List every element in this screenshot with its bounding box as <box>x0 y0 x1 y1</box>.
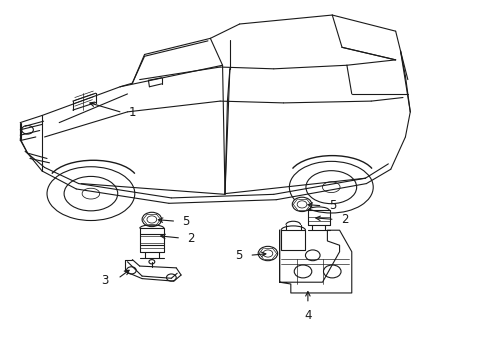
Text: 5: 5 <box>328 199 336 212</box>
Circle shape <box>323 265 340 278</box>
Circle shape <box>21 126 33 134</box>
Text: 2: 2 <box>340 213 348 226</box>
Text: 2: 2 <box>186 231 194 244</box>
Text: 1: 1 <box>129 106 136 119</box>
Text: 4: 4 <box>304 309 311 322</box>
Circle shape <box>292 197 311 212</box>
Text: 5: 5 <box>182 215 189 228</box>
Circle shape <box>142 212 161 226</box>
Circle shape <box>126 267 136 274</box>
Circle shape <box>294 265 311 278</box>
Circle shape <box>166 274 176 281</box>
Text: 3: 3 <box>102 274 109 287</box>
Text: 5: 5 <box>235 249 242 262</box>
Circle shape <box>305 250 320 261</box>
Circle shape <box>258 246 277 261</box>
Circle shape <box>149 260 155 264</box>
